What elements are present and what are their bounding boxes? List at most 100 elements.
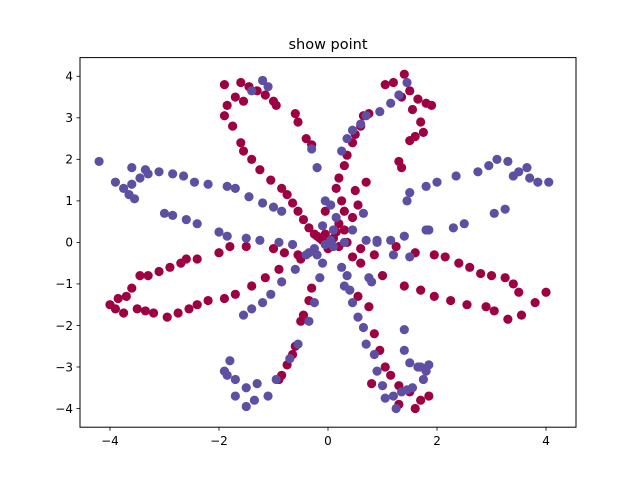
data-point [432,177,442,187]
data-point [257,298,268,308]
data-point [342,271,352,281]
data-point [266,175,276,185]
data-point [219,79,230,90]
data-point [407,104,418,115]
data-point [405,187,415,198]
data-point [402,385,412,395]
data-point [500,273,510,283]
data-point [416,395,426,405]
data-point [309,298,319,308]
data-point [127,283,137,293]
data-point [525,173,535,183]
data-point [257,198,268,208]
data-point [386,98,396,108]
data-point [356,258,366,268]
data-point [268,202,279,212]
data-point [110,177,121,187]
x-axis: −4 −2 0 2 4 [101,427,550,448]
data-point [230,289,240,299]
data-point [140,306,151,316]
data-point [307,144,317,154]
data-point [203,295,213,306]
data-point [410,403,420,414]
data-point [189,177,200,187]
data-point [119,183,129,194]
data-point [424,360,434,370]
data-point [356,119,366,129]
data-point [388,77,399,88]
data-point [399,281,409,291]
data-point [277,277,287,287]
data-point [228,121,238,131]
data-point [454,258,464,268]
data-point [489,306,499,316]
y-tick-label: 1 [65,194,73,208]
data-point [279,248,289,258]
data-point [364,302,374,312]
y-tick-label: −1 [55,277,73,291]
x-tick-label: −2 [210,434,228,448]
data-point [331,212,341,223]
y-tick-label: −2 [55,319,73,333]
data-point [219,111,230,121]
data-point [328,225,339,235]
data-point [230,374,240,385]
data-point [168,169,178,179]
data-point [247,154,257,164]
data-point [396,163,407,173]
data-point [492,154,502,164]
data-point [337,196,347,206]
data-point [353,291,363,301]
data-point [266,289,276,299]
data-point [541,287,551,297]
data-point [440,252,450,262]
y-tick-label: −3 [55,360,73,374]
data-point [184,304,194,314]
data-point [219,293,230,304]
data-point [247,86,257,96]
data-point [544,177,554,187]
data-point [399,345,409,355]
data-point [249,395,260,405]
data-point [416,117,426,127]
data-point [320,229,330,239]
data-point [290,109,300,119]
data-point [282,190,292,200]
data-point [426,100,437,110]
data-point [222,100,232,110]
data-point [159,208,170,218]
data-point [162,312,172,322]
data-point [372,366,382,376]
data-point [293,339,303,349]
data-point [304,316,314,326]
data-point [192,254,202,264]
data-point [129,194,140,204]
data-point [339,160,349,171]
x-tick-label: 4 [542,434,550,448]
data-point [165,262,175,272]
data-point [320,206,330,216]
data-point [277,183,287,194]
data-point [353,312,363,322]
data-point [121,291,131,301]
chart-title: show point [288,37,367,53]
data-point [369,250,379,260]
data-point [230,391,240,401]
data-point [380,79,390,90]
data-point [402,196,412,206]
data-point [219,366,230,376]
data-point [241,383,251,393]
data-point [293,206,303,216]
data-point [367,379,377,389]
data-point [178,171,189,181]
data-point [347,212,358,223]
data-point [274,264,284,274]
data-point [320,239,330,250]
data-point [375,106,385,117]
data-point [503,156,513,167]
data-point [241,241,251,252]
data-point [127,179,137,189]
data-point [176,258,186,268]
data-point [339,225,349,235]
data-point [252,379,262,389]
